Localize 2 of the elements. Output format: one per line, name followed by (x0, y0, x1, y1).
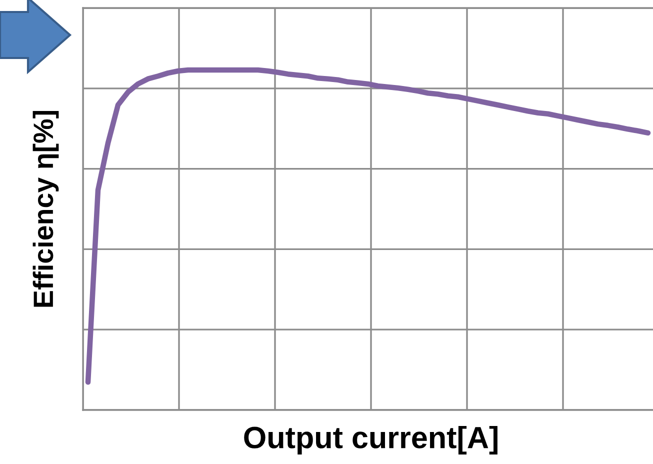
x-axis-title: Output current[A] (244, 426, 498, 454)
y-axis-title: Efficiency η[%] (32, 111, 59, 307)
